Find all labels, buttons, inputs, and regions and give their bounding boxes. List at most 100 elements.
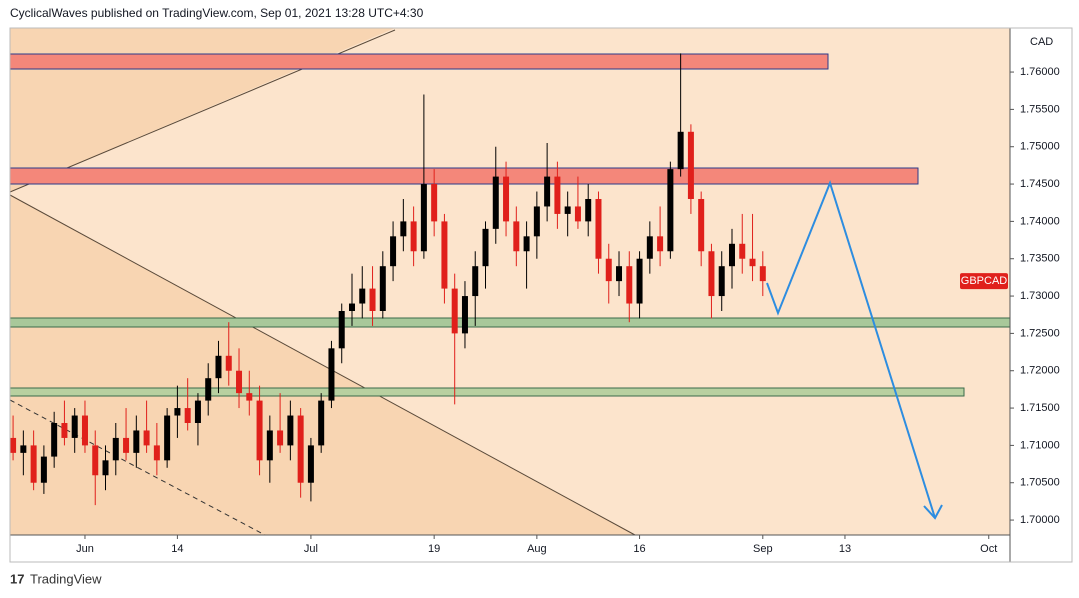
candle-body: [667, 169, 674, 252]
y-tick-label: 1.71500: [1020, 402, 1060, 414]
candle-body: [277, 430, 284, 446]
candle-body: [605, 258, 612, 282]
currency-box: [1024, 34, 1056, 50]
trend-line: [9, 194, 636, 536]
candle-body: [348, 303, 355, 311]
candle-body: [123, 437, 130, 453]
candle-body: [718, 266, 725, 297]
projection-path: [766, 180, 936, 519]
candle-body: [133, 430, 140, 453]
candle-body: [30, 445, 37, 483]
y-tick-label: 1.75000: [1020, 141, 1060, 153]
candle-body: [194, 400, 201, 423]
candle-body: [657, 236, 664, 252]
candle-body: [174, 408, 181, 416]
y-tick-label: 1.74500: [1020, 178, 1060, 190]
candle-body: [451, 288, 458, 334]
candle-body: [205, 378, 212, 401]
candle-body: [410, 221, 417, 252]
candle-body: [492, 176, 499, 229]
symbol-label-box: [960, 273, 1008, 290]
candle-body: [369, 288, 376, 311]
candle-body: [564, 206, 571, 214]
y-tick-label: 1.74000: [1020, 215, 1060, 227]
y-tick-label: 1.71000: [1020, 439, 1060, 451]
candle-body: [71, 415, 78, 438]
candle-body: [533, 206, 540, 237]
candle-body: [40, 456, 47, 483]
candle-body: [51, 422, 58, 457]
candle-body: [687, 131, 694, 199]
resistance-zone: [9, 53, 829, 70]
candle-body: [585, 198, 592, 222]
candle-body: [708, 251, 715, 297]
x-tick-label: 13: [839, 543, 851, 555]
resistance-zone: [9, 167, 919, 185]
candle-body: [215, 355, 222, 379]
candle-body: [441, 221, 448, 289]
candle-body: [574, 206, 581, 222]
candle-body: [379, 266, 386, 311]
candle-body: [472, 266, 479, 297]
candle-body: [359, 288, 366, 304]
candle-body: [616, 266, 623, 282]
candle-body: [112, 437, 119, 461]
currency: CAD: [1030, 36, 1053, 48]
candle-body: [390, 236, 397, 267]
candle-body: [20, 445, 27, 453]
x-tick-label: 16: [633, 543, 645, 555]
candle-body: [759, 266, 766, 282]
symbol-label: GBPCAD: [961, 275, 1008, 287]
candle-body: [143, 430, 150, 446]
candle-body: [739, 243, 746, 259]
y-tick-label: 1.72000: [1020, 365, 1060, 377]
y-tick-label: 1.72500: [1020, 327, 1060, 339]
channel-line: [9, 399, 266, 536]
footer-logo: 17: [10, 571, 24, 586]
candle-body: [164, 415, 171, 461]
frame: [9, 27, 1073, 563]
candle-body: [420, 184, 427, 252]
candle-body: [307, 445, 314, 483]
candle-body: [400, 221, 407, 237]
y-tick-label: 1.76000: [1020, 66, 1060, 78]
x-tick-label: Sep: [753, 543, 773, 555]
candle-body: [297, 415, 304, 483]
header: CyclicalWaves published on TradingView.c…: [10, 6, 424, 20]
candle-body: [184, 408, 191, 423]
x-tick-label: Jun: [76, 543, 94, 555]
candle-body: [677, 131, 684, 170]
candle-body: [636, 258, 643, 304]
candle-body: [503, 176, 510, 222]
candle-body: [431, 184, 438, 222]
candle-body: [749, 258, 756, 267]
candle-body: [595, 198, 602, 259]
x-tick-label: 19: [428, 543, 440, 555]
x-tick-label: Jul: [304, 543, 318, 555]
candle-body: [646, 236, 653, 259]
candle-body: [513, 221, 520, 252]
footer: TradingView: [30, 571, 102, 586]
candle-body: [225, 355, 232, 371]
candle-body: [256, 400, 263, 461]
candle-body: [461, 296, 468, 334]
y-tick-label: 1.70000: [1020, 514, 1060, 526]
candle-body: [728, 243, 735, 267]
candle-body: [523, 236, 530, 252]
candle-body: [338, 310, 345, 349]
candle-body: [153, 445, 160, 461]
y-tick-label: 1.73000: [1020, 290, 1060, 302]
y-tick-label: 1.73500: [1020, 253, 1060, 265]
candle-body: [698, 198, 705, 252]
candle-body: [287, 415, 294, 446]
candle-body: [482, 228, 489, 267]
candle-body: [318, 400, 325, 446]
candle-body: [246, 393, 253, 401]
candle-body: [81, 415, 88, 446]
projection-arrow: [923, 504, 943, 520]
candle-body: [92, 445, 99, 476]
candle-body: [236, 370, 243, 394]
x-tick-label: Aug: [527, 543, 547, 555]
candle-body: [61, 422, 68, 438]
candle-body: [328, 348, 335, 401]
